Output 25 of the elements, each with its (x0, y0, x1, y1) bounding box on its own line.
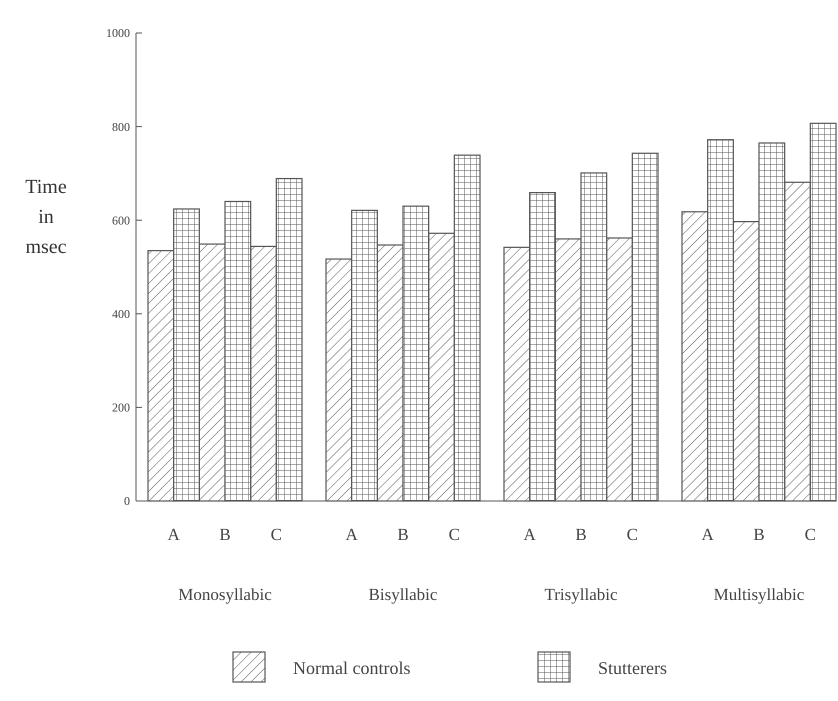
x-tick-label: B (753, 525, 765, 544)
x-tick-label: C (804, 525, 816, 544)
text: Bisyllabic (368, 585, 438, 604)
x-tick-label: A (346, 525, 359, 544)
y-tick-label: 1000 (106, 26, 130, 40)
x-tick-label: C (448, 525, 460, 544)
y-tick-label: 400 (112, 307, 130, 321)
text: Monosyllabic (178, 585, 272, 604)
y-tick-label: 600 (112, 213, 130, 228)
x-tick-label: B (397, 525, 409, 544)
x-tick-label: A (524, 525, 537, 544)
y-tick-label: 800 (112, 120, 130, 134)
x-tick-label: B (219, 525, 231, 544)
legend-label: Stutterers (598, 658, 667, 678)
x-tick-label: B (575, 525, 587, 544)
y-tick-label: 200 (112, 400, 130, 415)
y-axis-title: Time in msec (25, 176, 67, 258)
legend-label: Normal controls (293, 658, 410, 678)
y-tick-label: 0 (124, 494, 130, 508)
x-tick-label: A (168, 525, 181, 544)
x-tick-label: C (270, 525, 282, 544)
x-tick-label: C (626, 525, 638, 544)
text: Trisyllabic (544, 585, 618, 604)
x-tick-label: A (702, 525, 715, 544)
text: Multisyllabic (714, 585, 805, 604)
